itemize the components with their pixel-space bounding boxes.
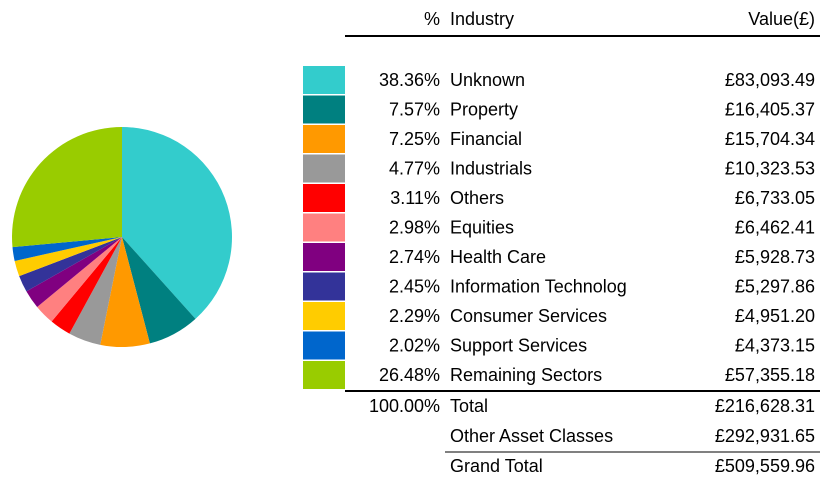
industry-label: Remaining Sectors: [450, 365, 602, 385]
industry-label: Support Services: [450, 335, 587, 355]
industry-label: Industrials: [450, 158, 532, 178]
amount-label: £4,373.15: [735, 335, 815, 355]
percent-label: 2.02%: [389, 335, 440, 355]
legend-swatch: [303, 95, 345, 124]
pie-slice: [11, 126, 122, 248]
pie-slice: [122, 237, 196, 344]
amount-label: £10,323.53: [725, 158, 815, 178]
industry-label: Health Care: [450, 247, 546, 267]
percent-label: 38.36%: [379, 70, 440, 90]
amount-label: £57,355.18: [725, 365, 815, 385]
legend-swatch: [303, 361, 345, 389]
pie-slice: [122, 127, 232, 319]
amount-label: £6,462.41: [735, 217, 815, 237]
total-cell: 100.00%: [369, 396, 440, 416]
legend-swatch: [303, 125, 345, 153]
percent-label: 2.29%: [389, 306, 440, 326]
column-header: Value(£): [748, 9, 815, 29]
legend-swatch: [303, 213, 345, 242]
total-cell: Grand Total: [450, 456, 543, 476]
legend-swatch: [303, 243, 345, 271]
percent-label: 2.98%: [389, 217, 440, 237]
amount-label: £83,093.49: [725, 70, 815, 90]
pie-slice: [12, 237, 122, 261]
legend-swatch: [303, 272, 345, 301]
pie-slice: [51, 237, 122, 334]
percent-label: 7.25%: [389, 129, 440, 149]
pie-slice: [14, 237, 122, 277]
industry-label: Property: [450, 99, 518, 119]
industry-label: Equities: [450, 217, 514, 237]
percent-label: 2.45%: [389, 276, 440, 296]
amount-label: £6,733.05: [735, 188, 815, 208]
amount-label: £5,297.86: [735, 276, 815, 296]
legend-swatch: [303, 184, 345, 212]
pie-slice: [26, 237, 122, 307]
industry-label: Others: [450, 188, 504, 208]
pie-slice: [19, 237, 123, 292]
industry-label: Unknown: [450, 70, 525, 90]
total-cell: Other Asset Classes: [450, 426, 613, 446]
amount-label: £4,951.20: [735, 306, 815, 326]
percent-label: 3.11%: [390, 188, 440, 208]
amount-label: £5,928.73: [735, 247, 815, 267]
industry-label: Information Technolog: [450, 276, 627, 296]
total-cell: £292,931.65: [715, 426, 815, 446]
column-header: %: [424, 9, 440, 29]
industry-label: Consumer Services: [450, 306, 607, 326]
percent-label: 4.77%: [389, 158, 440, 178]
total-cell: Total: [450, 396, 488, 416]
legend-swatch: [303, 154, 345, 183]
amount-label: £15,704.34: [725, 129, 815, 149]
column-header: Industry: [450, 9, 514, 29]
legend-swatch: [303, 302, 345, 330]
industry-label: Financial: [450, 129, 522, 149]
legend-swatch: [303, 331, 345, 360]
total-cell: £216,628.31: [715, 396, 815, 416]
total-cell: £509,559.96: [715, 456, 815, 476]
percent-label: 26.48%: [379, 365, 440, 385]
percent-label: 7.57%: [389, 99, 440, 119]
percent-label: 2.74%: [389, 247, 440, 267]
pie-slice: [69, 237, 122, 345]
pie-slice: [37, 237, 123, 322]
pie-slice: [100, 237, 150, 347]
amount-label: £16,405.37: [725, 99, 815, 119]
legend-swatch: [303, 66, 345, 94]
